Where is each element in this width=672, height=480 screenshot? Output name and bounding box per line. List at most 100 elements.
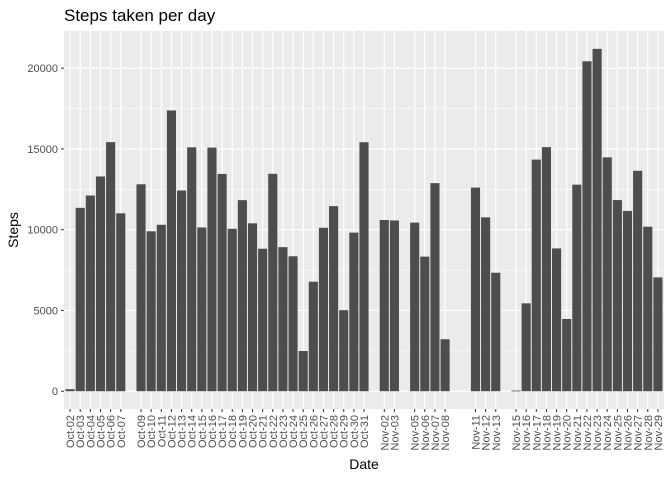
x-tick-label: Oct-15 xyxy=(197,415,209,448)
x-tick-label: Oct-28 xyxy=(329,415,341,448)
bar xyxy=(379,220,389,392)
bar xyxy=(247,223,258,392)
bar xyxy=(339,310,349,392)
bar xyxy=(85,195,95,392)
bar xyxy=(288,256,298,392)
x-tick-label: Nov-25 xyxy=(612,415,624,450)
bar xyxy=(95,176,106,392)
bar xyxy=(156,224,166,392)
bar xyxy=(329,206,339,392)
y-axis-title: Steps xyxy=(5,212,21,248)
bar xyxy=(612,200,622,392)
x-tick-label: Oct-04 xyxy=(85,415,97,448)
bar xyxy=(531,159,541,392)
bar xyxy=(237,200,247,392)
x-tick-label: Oct-18 xyxy=(227,415,239,448)
x-tick-label: Oct-16 xyxy=(207,415,219,448)
bar xyxy=(308,281,318,392)
bar xyxy=(521,303,531,392)
x-tick-label: Nov-03 xyxy=(389,415,401,450)
x-tick-label: Nov-22 xyxy=(582,415,594,450)
bar xyxy=(430,183,440,392)
bar xyxy=(227,228,237,392)
bar xyxy=(177,190,187,392)
bar xyxy=(359,142,369,392)
y-tick-label: 20000 xyxy=(27,63,58,75)
x-tick-label: Oct-07 xyxy=(116,415,128,448)
bar xyxy=(481,217,491,392)
x-tick-label: Nov-27 xyxy=(633,415,645,450)
bar xyxy=(268,173,278,392)
x-tick-label: Oct-12 xyxy=(166,415,178,448)
x-tick-label: Oct-19 xyxy=(237,415,249,448)
x-tick-label: Nov-21 xyxy=(572,415,584,450)
bar xyxy=(633,170,643,392)
x-tick-label: Oct-09 xyxy=(136,415,148,448)
x-tick-label: Nov-19 xyxy=(552,415,564,450)
y-tick-label: 0 xyxy=(52,386,58,398)
bar xyxy=(278,247,288,392)
bar xyxy=(197,227,207,392)
x-tick-label: Nov-24 xyxy=(602,415,614,450)
x-tick-label: Nov-08 xyxy=(440,415,452,450)
bar xyxy=(166,110,176,392)
x-tick-label: Oct-17 xyxy=(217,415,229,448)
bar xyxy=(592,48,602,392)
x-tick-label: Oct-20 xyxy=(248,415,260,448)
x-tick-label: Oct-31 xyxy=(359,415,371,448)
x-tick-label: Nov-16 xyxy=(521,415,533,450)
bar xyxy=(582,61,592,392)
y-tick-label: 5000 xyxy=(34,305,58,317)
bar xyxy=(541,147,551,392)
bar xyxy=(511,390,521,392)
bar xyxy=(643,226,653,392)
x-tick-label: Oct-05 xyxy=(95,415,107,448)
bar xyxy=(106,142,116,392)
bar xyxy=(318,227,329,392)
x-tick-label: Oct-27 xyxy=(318,415,330,448)
bar xyxy=(65,389,75,392)
x-tick-label: Nov-17 xyxy=(531,415,543,450)
x-tick-label: Oct-30 xyxy=(349,415,361,448)
bar xyxy=(136,184,146,392)
bar xyxy=(207,147,217,392)
bar xyxy=(410,222,420,392)
bar xyxy=(187,147,197,392)
x-tick-label: Nov-06 xyxy=(420,415,432,450)
chart-title: Steps taken per day xyxy=(64,6,216,25)
bar xyxy=(602,157,612,392)
bar xyxy=(491,272,501,392)
x-tick-label: Nov-13 xyxy=(491,415,503,450)
bar xyxy=(622,210,633,392)
x-tick-label: Oct-29 xyxy=(339,415,351,448)
x-tick-label: Nov-11 xyxy=(470,415,482,450)
bars xyxy=(65,48,663,392)
x-tick-label: Nov-15 xyxy=(511,415,523,450)
x-tick-label: Oct-25 xyxy=(298,415,310,448)
bar xyxy=(146,231,156,392)
bar xyxy=(389,220,399,392)
x-tick-label: Nov-28 xyxy=(643,415,655,450)
x-tick-label: Nov-12 xyxy=(481,415,493,450)
x-tick-label: Nov-23 xyxy=(592,415,604,450)
bar xyxy=(258,248,268,392)
x-tick-label: Oct-22 xyxy=(268,415,280,448)
bar xyxy=(470,187,481,392)
x-tick-label: Nov-29 xyxy=(653,415,665,450)
bar xyxy=(298,350,308,392)
x-tick-label: Oct-13 xyxy=(177,415,189,448)
x-tick-label: Oct-26 xyxy=(308,415,320,448)
y-axis: 0 5000 10000 15000 20000 xyxy=(27,63,64,398)
x-tick-label: Oct-02 xyxy=(65,415,77,448)
bar xyxy=(420,256,430,392)
x-tick-label: Nov-18 xyxy=(541,415,553,450)
x-tick-label: Oct-06 xyxy=(106,415,118,448)
x-tick-label: Nov-07 xyxy=(430,415,442,450)
bar xyxy=(653,277,663,392)
y-tick-label: 10000 xyxy=(27,225,58,237)
x-axis-title: Date xyxy=(349,456,379,472)
bar xyxy=(440,339,450,392)
x-tick-label: Oct-23 xyxy=(278,415,290,448)
